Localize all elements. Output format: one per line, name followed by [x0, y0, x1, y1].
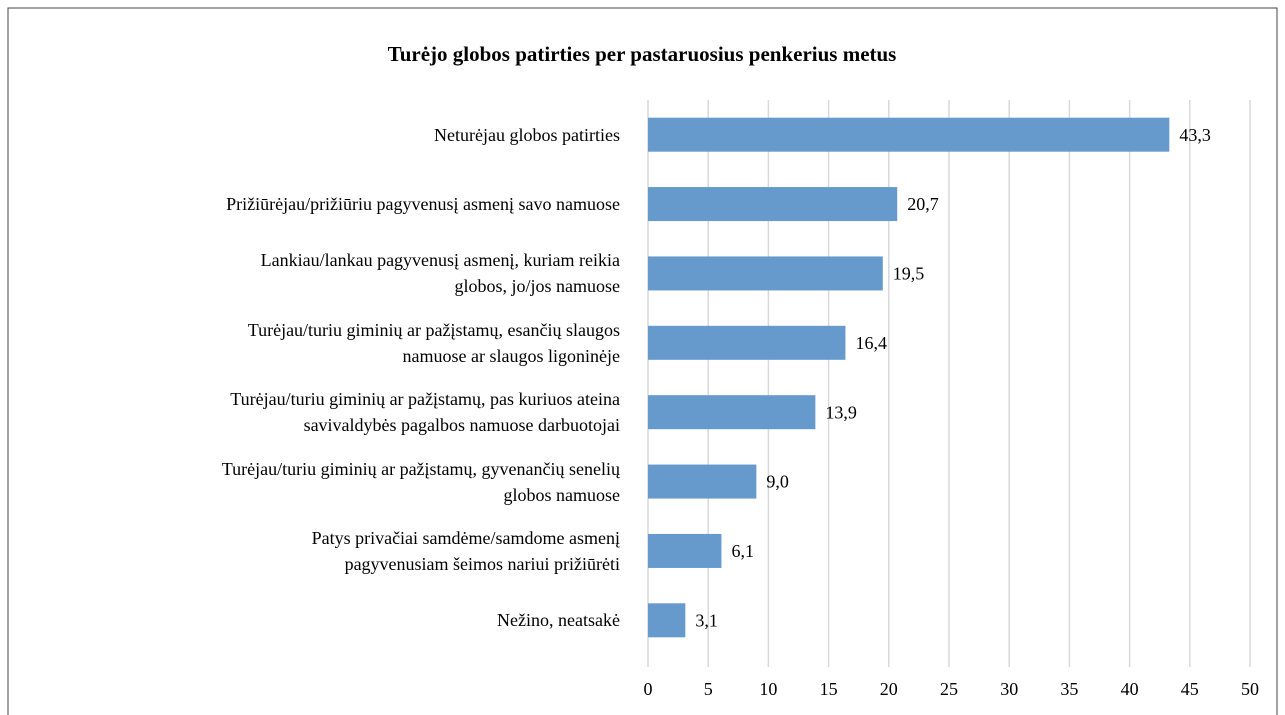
x-tick-label: 10	[759, 679, 777, 699]
bar	[648, 464, 757, 499]
x-tick-label: 15	[820, 679, 838, 699]
y-tick-label: Turėjau/turiu giminių ar pažįstamų, esan…	[247, 319, 620, 366]
chart-title: Turėjo globos patirties per pastaruosius…	[388, 42, 897, 66]
x-tick-label: 35	[1060, 679, 1078, 699]
x-tick-label: 50	[1241, 679, 1259, 699]
value-label: 16,4	[855, 333, 887, 353]
bar	[648, 325, 846, 360]
y-tick-label: Turėjau/turiu giminių ar pažįstamų, gyve…	[221, 458, 620, 505]
frame	[7, 7, 1278, 715]
x-tick-label: 20	[880, 679, 898, 699]
y-tick-label: Lankiau/lankau pagyvenusį asmenį, kuriam…	[260, 250, 620, 297]
x-tick-label: 0	[644, 679, 653, 699]
value-label: 6,1	[731, 541, 754, 561]
bar	[648, 117, 1170, 152]
value-label: 20,7	[907, 194, 939, 214]
y-tick-label: Nežino, neatsakė	[497, 610, 620, 631]
x-tick-label: 40	[1121, 679, 1139, 699]
bar	[648, 603, 686, 638]
value-label: 13,9	[825, 402, 857, 422]
x-tick-label: 5	[704, 679, 713, 699]
x-tick-label: 30	[1000, 679, 1018, 699]
x-tick-label: 25	[940, 679, 958, 699]
x-tick-label: 45	[1181, 679, 1199, 699]
bar	[648, 256, 883, 291]
bar	[648, 395, 816, 430]
value-label: 3,1	[695, 610, 718, 630]
y-tick-label: Patys privačiai samdėme/samdome asmenį p…	[311, 527, 620, 574]
y-tick-label: Prižiūrėjau/prižiūriu pagyvenusį asmenį …	[226, 194, 620, 215]
bar	[648, 533, 722, 568]
value-label: 43,3	[1179, 125, 1211, 145]
bar	[648, 187, 898, 222]
value-label: 19,5	[893, 264, 925, 284]
y-tick-label: Neturėjau globos patirties	[434, 124, 620, 145]
y-tick-label: Turėjau/turiu giminių ar pažįstamų, pas …	[230, 389, 620, 436]
value-label: 9,0	[766, 472, 789, 492]
